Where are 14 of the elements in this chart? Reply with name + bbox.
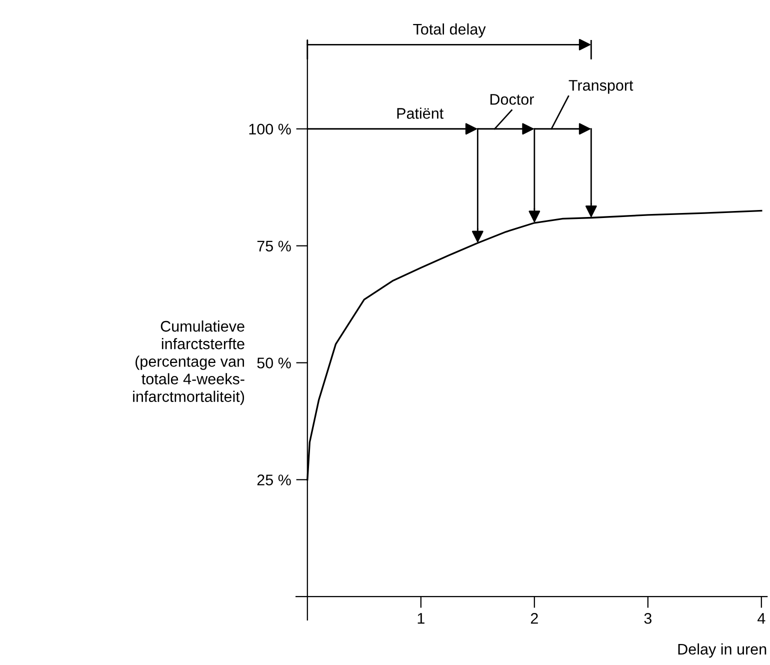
ref-line-label: Transport [568,80,634,94]
y-tick-label: 50 % [257,358,291,368]
y-axis-title: Cumulatieve infarctsterfte (percentage van totale 4-weeks- infarctmortaliteit) [133,320,244,405]
x-axis-title: Delay in uren [678,643,766,658]
y-tick-label: 25 % [257,474,291,486]
ref-line-label: Patiënt [397,108,444,119]
x-tick-label: 3 [644,612,652,624]
x-tick-label: 1 [418,613,424,624]
x-tick-label: 2 [530,612,538,624]
ref-line-label: Doctor [490,94,534,105]
y-tick-label: 75 % [257,240,291,252]
text: Total delay [413,23,486,38]
y-tick-label: 100 % [249,124,291,135]
x-tick-label: 4 [758,613,766,624]
